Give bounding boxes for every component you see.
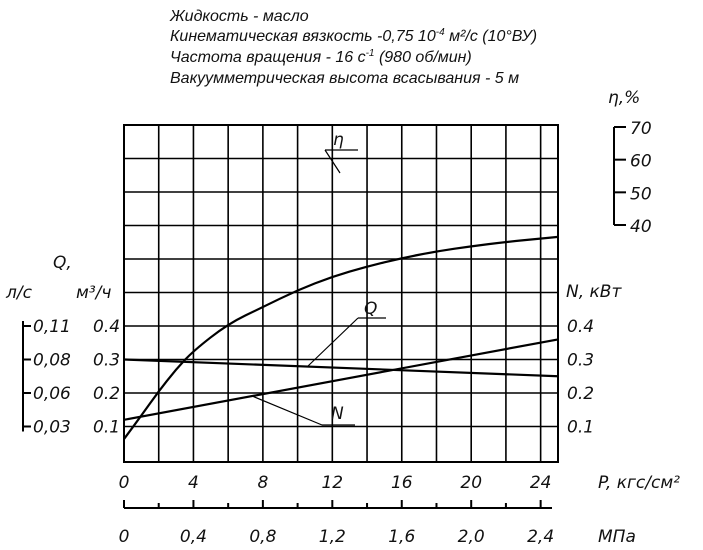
q-leader <box>307 317 359 367</box>
plot-grid <box>123 124 559 463</box>
pressure-axis-label: P, кгс/см² <box>598 473 680 493</box>
q-m3h-tick-label: 0.2 <box>93 384 120 404</box>
q-ls-tick-label: 0,03 <box>33 418 71 438</box>
eta-tick-label: 60 <box>630 152 652 172</box>
q-ls-tick-label: 0,08 <box>33 351 71 371</box>
mpa-tick-label: 1,6 <box>388 527 415 547</box>
mpa-tick-label: 2,0 <box>458 527 485 547</box>
x-tick-label: 12 <box>321 473 343 493</box>
header-suction-height: Вакуумметрическая высота всасывания - 5 … <box>170 70 519 87</box>
curves-layer: η Q N <box>123 130 559 440</box>
q-curve <box>123 358 559 378</box>
eta-axis-label: η,% <box>608 88 640 108</box>
x-tick-label: 20 <box>460 473 482 493</box>
mpa-tick-label: 1,2 <box>319 527 346 547</box>
mpa-tick-label: 2,4 <box>527 527 554 547</box>
x-tick-label: 16 <box>391 473 413 493</box>
chart-header: Жидкость - масло Кинематическая вязкость… <box>169 8 537 87</box>
q-curve-label: Q <box>364 299 377 319</box>
q-m3h-tick-label: 0.4 <box>93 317 120 337</box>
mpa-tick-label: 0 <box>119 527 130 547</box>
mpa-axis-label: МПа <box>598 527 636 547</box>
eta-leader <box>324 149 341 174</box>
header-viscosity: Кинематическая вязкость -0,75 10-4 м²/с … <box>170 27 537 45</box>
x-tick-label: 0 <box>119 473 130 493</box>
eta-curve-label: η <box>333 130 344 150</box>
q-axis-unit-ls: л/с <box>5 283 33 303</box>
header-speed: Частота вращения - 16 с-1 (980 об/мин) <box>170 48 472 66</box>
q-axis: Q, л/с м³/ч 0,11 0.4 0,08 0.3 0,06 0.2 0,03 0.1 <box>5 253 120 438</box>
eta-axis: η,% 40 50 60 70 <box>608 88 652 237</box>
header-liquid: Жидкость - масло <box>169 8 309 25</box>
header-speed-b: (980 об/мин) <box>375 49 472 66</box>
n-tick-label: 0.1 <box>567 418 594 438</box>
q-axis-label: Q, <box>53 253 72 273</box>
n-leader <box>251 395 323 426</box>
n-tick-label: 0.3 <box>567 351 594 371</box>
eta-tick-label: 70 <box>630 119 652 139</box>
x-tick-label: 8 <box>257 473 268 493</box>
header-speed-exp: -1 <box>366 48 375 59</box>
eta-tick-label: 50 <box>630 184 652 204</box>
eta-curve <box>123 235 559 440</box>
header-viscosity-b: м²/с (10°ВУ) <box>445 28 537 45</box>
header-viscosity-exp: -4 <box>436 27 445 38</box>
n-curve-label: N <box>331 404 344 424</box>
q-ls-tick-label: 0,11 <box>33 317 71 337</box>
x-tick-label: 4 <box>188 473 199 493</box>
n-axis-label: N, кВт <box>566 282 622 302</box>
n-curve <box>123 338 559 421</box>
n-tick-label: 0.2 <box>567 384 594 404</box>
q-m3h-tick-label: 0.3 <box>93 351 120 371</box>
n-tick-label: 0.4 <box>567 317 594 337</box>
header-viscosity-a: Кинематическая вязкость -0,75 10 <box>170 28 436 45</box>
header-speed-a: Частота вращения - 16 с <box>170 49 366 66</box>
q-ls-tick-label: 0,06 <box>33 384 71 404</box>
mpa-tick-label: 0,4 <box>180 527 207 547</box>
mpa-tick-label: 0,8 <box>249 527 276 547</box>
mpa-axis: МПа 0 0,4 0,8 1,2 1,6 2,0 2,4 <box>119 500 636 547</box>
q-m3h-tick-label: 0.1 <box>93 418 120 438</box>
x-tick-label: 24 <box>530 473 552 493</box>
pressure-axis: P, кгс/см² 0 4 8 12 16 20 24 <box>119 473 681 493</box>
plot-frame <box>123 124 559 463</box>
n-axis: N, кВт 0.4 0.3 0.2 0.1 <box>566 282 622 438</box>
q-axis-unit-m3h: м³/ч <box>76 283 111 303</box>
eta-tick-label: 40 <box>630 217 652 237</box>
